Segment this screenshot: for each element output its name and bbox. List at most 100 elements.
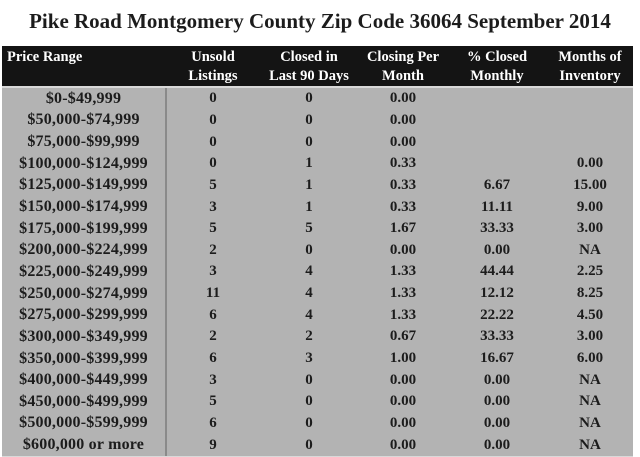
table-row: $350,000-$399,999 6 3 1.00 16.67 6.00 <box>2 347 633 370</box>
table-row: $600,000 or more 9 0 0.00 0.00 NA <box>2 434 633 456</box>
value-cell: 0 <box>305 241 313 258</box>
column-header-unsold-listings: Unsold Listings <box>188 49 238 84</box>
value-cell: 33.33 <box>480 220 514 237</box>
price-range-cell: $100,000-$124,999 <box>2 152 167 175</box>
value-cell: 1 <box>305 155 313 172</box>
value-cell: NA <box>579 414 601 431</box>
value-cell: 0.00 <box>483 436 511 453</box>
value-cell: 9.00 <box>576 198 604 215</box>
price-range-cell: $175,000-$199,999 <box>2 217 167 240</box>
value-cell: 6 <box>209 414 217 431</box>
value-cell: 33.33 <box>480 328 514 345</box>
value-cell: 15.00 <box>573 176 607 193</box>
value-cell: 5 <box>209 220 217 237</box>
value-cell: 0 <box>305 393 313 410</box>
value-cell: 0 <box>209 90 217 107</box>
price-range-cell: $300,000-$349,999 <box>2 326 167 348</box>
value-cell: 0 <box>209 155 217 172</box>
value-cell: 0 <box>305 133 313 150</box>
table-row: $225,000-$249,999 3 4 1.33 44.44 2.25 <box>2 261 633 283</box>
value-cell: 1 <box>305 198 313 215</box>
value-cell: 8.25 <box>576 285 604 302</box>
value-cell: 0.00 <box>389 111 417 128</box>
value-cell: 2 <box>305 328 313 345</box>
value-cell: 0 <box>305 436 313 453</box>
value-cell: 3 <box>209 371 217 388</box>
price-range-cell: $0-$49,999 <box>2 88 167 110</box>
price-range-cell: $200,000-$224,999 <box>2 239 167 262</box>
value-cell: 0.33 <box>389 155 417 172</box>
price-range-cell: $225,000-$249,999 <box>2 261 167 283</box>
value-cell: 1 <box>305 176 313 193</box>
value-cell: 1.33 <box>389 285 417 302</box>
value-cell: 0 <box>305 371 313 388</box>
value-cell: 0 <box>209 111 217 128</box>
value-cell: 0.00 <box>389 414 417 431</box>
value-cell: 5 <box>209 176 217 193</box>
value-cell: 1.67 <box>389 220 417 237</box>
table-body: $0-$49,999 0 0 0.00 $50,000-$74,999 0 0 0.00 $75… <box>2 86 633 457</box>
page-title: Pike Road Montgomery County Zip Code 360… <box>29 9 611 33</box>
value-cell: 11.11 <box>480 198 514 215</box>
value-cell: 1.33 <box>389 263 417 280</box>
value-cell: 4.50 <box>576 306 604 323</box>
column-header-closed-last-90-days: Closed in Last 90 Days <box>269 49 349 84</box>
value-cell: 0.00 <box>483 241 511 258</box>
value-cell: 0.67 <box>389 328 417 345</box>
value-cell: 6 <box>209 306 217 323</box>
value-cell: NA <box>579 436 601 453</box>
value-cell <box>447 88 547 110</box>
value-cell: 0.00 <box>576 155 604 172</box>
price-range-cell: $125,000-$149,999 <box>2 174 167 197</box>
column-header-months-of-inventory: Months of Inventory <box>558 49 622 84</box>
value-cell: 0.00 <box>389 371 417 388</box>
value-cell: 0 <box>305 111 313 128</box>
value-cell: 0.33 <box>389 198 417 215</box>
value-cell: 3 <box>305 350 313 366</box>
value-cell: 2 <box>209 241 217 258</box>
value-cell: 0.00 <box>389 133 417 150</box>
value-cell: 5 <box>305 220 313 237</box>
price-range-cell: $400,000-$449,999 <box>2 369 167 391</box>
value-cell <box>447 131 547 153</box>
table-row: $175,000-$199,999 5 5 1.67 33.33 3.00 <box>2 217 633 240</box>
table-row: $400,000-$449,999 3 0 0.00 0.00 NA <box>2 369 633 391</box>
table-row: $75,000-$99,999 0 0 0.00 <box>2 131 633 153</box>
value-cell <box>547 88 633 110</box>
price-range-cell: $50,000-$74,999 <box>2 109 167 132</box>
value-cell: 9 <box>209 436 217 453</box>
value-cell: 0.00 <box>483 393 511 410</box>
price-range-cell: $500,000-$599,999 <box>2 412 167 435</box>
value-cell: 4 <box>305 285 313 302</box>
value-cell: 0.00 <box>389 393 417 410</box>
table-row: $250,000-$274,999 11 4 1.33 12.12 8.25 <box>2 282 633 305</box>
table-row: $125,000-$149,999 5 1 0.33 6.67 15.00 <box>2 174 633 197</box>
value-cell: 22.22 <box>480 306 514 323</box>
table-row: $100,000-$124,999 0 1 0.33 0.00 <box>2 152 633 175</box>
value-cell: 3.00 <box>576 220 604 237</box>
value-cell: 1.33 <box>389 306 417 323</box>
table-row: $50,000-$74,999 0 0 0.00 <box>2 109 633 132</box>
value-cell: 6 <box>209 350 217 366</box>
value-cell: 12.12 <box>480 285 514 302</box>
value-cell <box>447 110 547 132</box>
value-cell: 0.00 <box>389 436 417 453</box>
column-header-price-range: Price Range <box>7 49 83 65</box>
table-row: $450,000-$499,999 5 0 0.00 0.00 NA <box>2 390 633 413</box>
value-cell: 0.00 <box>389 90 417 107</box>
value-cell: NA <box>579 241 601 258</box>
price-range-cell: $450,000-$499,999 <box>2 390 167 413</box>
value-cell: 0.33 <box>389 176 417 193</box>
value-cell: 2 <box>209 328 217 345</box>
price-range-cell: $350,000-$399,999 <box>2 347 167 370</box>
table-header: Price Range Unsold Listings Closed in La… <box>2 46 633 86</box>
column-header-pct-closed-monthly: % Closed Monthly <box>466 49 528 84</box>
price-range-cell: $275,000-$299,999 <box>2 304 167 327</box>
value-cell: NA <box>579 371 601 388</box>
value-cell: 0.00 <box>483 414 511 431</box>
price-range-cell: $75,000-$99,999 <box>2 131 167 153</box>
table-row: $200,000-$224,999 2 0 0.00 0.00 NA <box>2 239 633 262</box>
value-cell: 4 <box>305 263 313 280</box>
value-cell: 0 <box>305 90 313 107</box>
